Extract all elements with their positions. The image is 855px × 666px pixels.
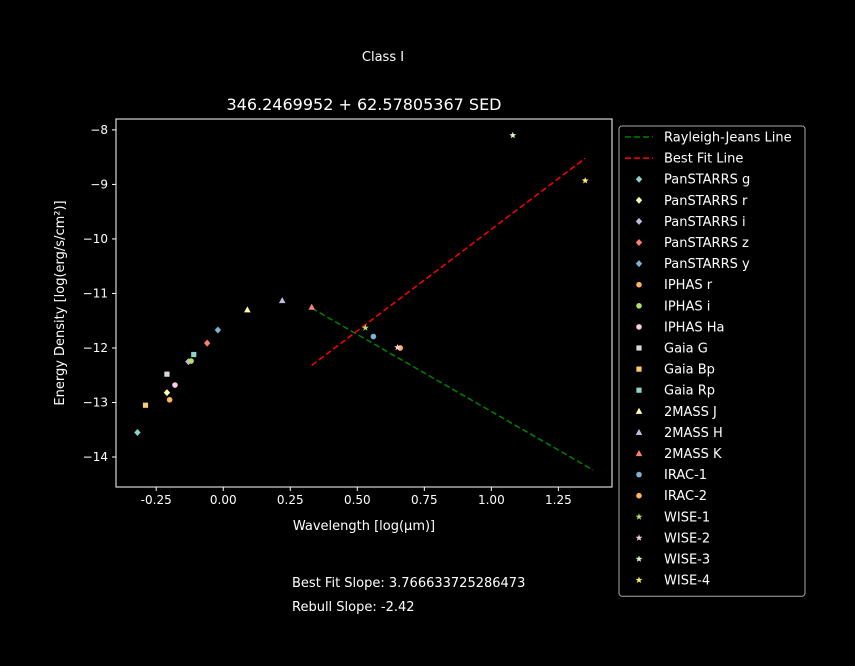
legend-marker-swatch bbox=[635, 217, 643, 225]
fit-line-0 bbox=[311, 307, 594, 471]
data-point-1 bbox=[163, 389, 171, 397]
figure-suptitle: Class I bbox=[362, 50, 404, 65]
x-tick-label: 0.25 bbox=[277, 493, 304, 507]
best-fit-slope-note: Best Fit Slope: 3.766633725286473 bbox=[292, 576, 526, 591]
legend-label: PanSTARRS y bbox=[664, 257, 750, 272]
x-tick-label: 0.75 bbox=[411, 493, 438, 507]
y-tick-label: −13 bbox=[83, 395, 108, 409]
legend-label: WISE-4 bbox=[664, 574, 710, 589]
legend-label: 2MASS K bbox=[664, 447, 722, 462]
legend-marker-swatch bbox=[635, 576, 643, 584]
legend-label: IPHAS Ha bbox=[664, 320, 724, 335]
legend-label: WISE-3 bbox=[664, 553, 710, 568]
x-tick-label: 1.00 bbox=[478, 493, 505, 507]
data-point-13 bbox=[308, 303, 316, 310]
legend-marker-swatch bbox=[636, 281, 642, 288]
fit-lines bbox=[311, 157, 594, 471]
legend-box bbox=[618, 125, 806, 597]
data-point-0 bbox=[134, 428, 141, 436]
data-point-6 bbox=[188, 358, 194, 364]
legend-marker-swatch bbox=[636, 366, 642, 372]
legend-marker-swatch bbox=[635, 428, 643, 435]
legend-marker-swatch bbox=[635, 555, 643, 562]
data-point-16 bbox=[361, 324, 369, 331]
legend-label: IPHAS i bbox=[664, 299, 710, 314]
y-axis-label: Energy Density [log(erg/s/cm²)] bbox=[53, 200, 68, 405]
legend-marker-swatch bbox=[636, 492, 642, 499]
legend-label: PanSTARRS g bbox=[664, 173, 750, 188]
rebull-slope-note: Rebull Slope: -2.42 bbox=[292, 600, 415, 615]
y-tick-label: −9 bbox=[90, 177, 108, 191]
legend-marker-swatch bbox=[635, 450, 643, 457]
x-tick-label: 0.00 bbox=[210, 493, 237, 507]
y-axis: −8 −9 −10 −11 −12 −13 −14 bbox=[83, 123, 116, 464]
legend-marker-swatch bbox=[636, 387, 642, 393]
legend: Rayleigh-Jeans Line Best Fit Line PanSTARR… bbox=[618, 125, 806, 597]
legend-label: IRAC-2 bbox=[664, 489, 707, 504]
legend-label: PanSTARRS z bbox=[664, 236, 749, 251]
legend-marker-swatch bbox=[636, 345, 642, 351]
legend-label: Gaia Bp bbox=[664, 363, 715, 378]
data-point-14 bbox=[370, 333, 377, 340]
legend-marker-swatch bbox=[635, 175, 643, 183]
legend-marker-swatch bbox=[635, 407, 643, 414]
legend-label: Gaia Rp bbox=[664, 384, 715, 399]
y-tick-label: −12 bbox=[83, 341, 108, 355]
data-point-4 bbox=[214, 326, 222, 334]
legend-label: Rayleigh-Jeans Line bbox=[664, 131, 792, 146]
data-point-7 bbox=[172, 382, 178, 388]
legend-marker-swatch bbox=[635, 239, 643, 246]
legend-label: IRAC-1 bbox=[664, 468, 707, 483]
data-point-8 bbox=[164, 371, 170, 377]
y-tick-label: −11 bbox=[83, 286, 108, 300]
data-point-12 bbox=[278, 297, 286, 304]
legend-label: WISE-2 bbox=[664, 531, 710, 546]
legend-marker-swatch bbox=[635, 260, 643, 268]
data-point-18 bbox=[509, 131, 517, 139]
legend-marker-swatch bbox=[636, 324, 642, 330]
data-point-11 bbox=[244, 306, 251, 313]
data-point-5 bbox=[166, 396, 173, 403]
legend-marker-swatch bbox=[635, 196, 643, 204]
data-point-19 bbox=[581, 177, 589, 184]
y-tick-label: −14 bbox=[83, 450, 108, 464]
y-tick-label: −10 bbox=[83, 232, 108, 246]
legend-label: 2MASS J bbox=[664, 405, 717, 420]
axes-frame bbox=[115, 118, 613, 488]
data-points bbox=[134, 131, 589, 436]
legend-label: IPHAS r bbox=[664, 278, 713, 293]
data-point-10 bbox=[191, 351, 197, 358]
legend-label: Gaia G bbox=[664, 342, 708, 357]
legend-marker-swatch bbox=[636, 303, 642, 309]
y-tick-label: −8 bbox=[90, 123, 108, 137]
x-tick-label: 1.25 bbox=[545, 493, 572, 507]
fit-line-1 bbox=[311, 157, 586, 367]
legend-marker-swatch bbox=[635, 513, 643, 520]
x-tick-label: -0.25 bbox=[141, 493, 172, 507]
x-axis-label: Wavelength [log(μm)] bbox=[293, 519, 435, 534]
x-tick-label: 0.50 bbox=[344, 493, 371, 507]
legend-label: Best Fit Line bbox=[664, 152, 743, 167]
legend-label: PanSTARRS i bbox=[664, 215, 746, 230]
plot-area bbox=[115, 118, 613, 488]
data-point-9 bbox=[142, 402, 149, 408]
x-axis: -0.25 0.00 0.25 0.50 0.75 1.00 1.25 bbox=[141, 487, 572, 507]
data-point-17 bbox=[394, 343, 401, 351]
legend-label: PanSTARRS r bbox=[664, 194, 748, 209]
legend-marker-swatch bbox=[636, 471, 642, 478]
legend-label: 2MASS H bbox=[664, 426, 723, 441]
chart-title: 346.2469952 + 62.57805367 SED bbox=[226, 95, 501, 114]
legend-marker-swatch bbox=[635, 534, 643, 541]
legend-label: WISE-1 bbox=[664, 510, 710, 525]
data-point-3 bbox=[203, 339, 211, 347]
